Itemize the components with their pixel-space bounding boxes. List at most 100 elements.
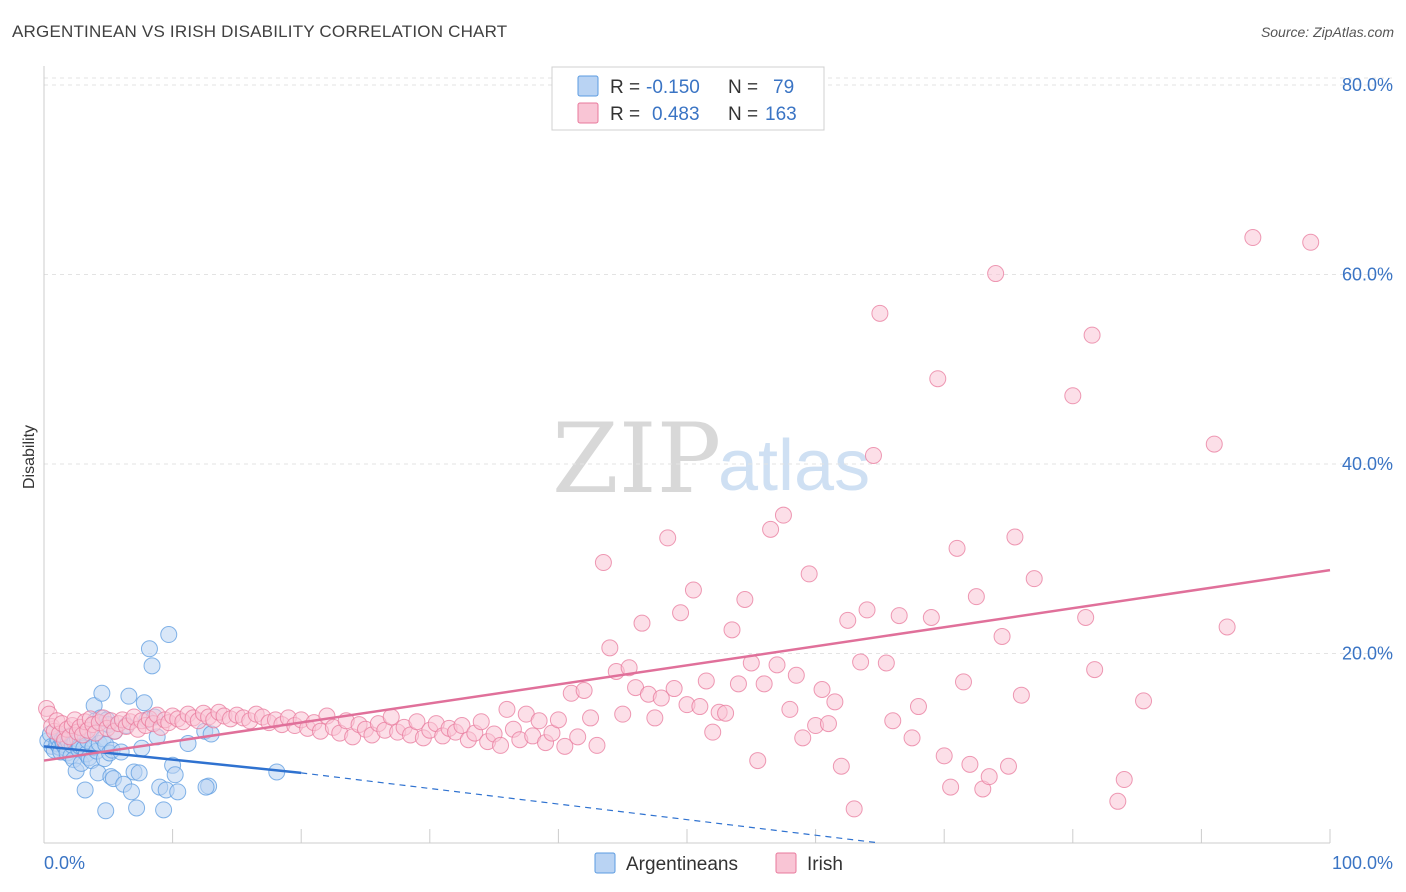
point-irish-183 [1302,233,1320,251]
legend-n-value-2: 163 [765,104,797,125]
point-argentineans-55 [122,783,140,801]
legend-r-label-1: R = [610,77,640,98]
point-irish-145 [832,757,850,775]
point-irish-176 [1086,661,1104,679]
point-irish-174 [1077,608,1095,626]
point-argentineans-26 [76,781,94,799]
point-irish-139 [794,729,812,747]
point-argentineans-63 [143,657,161,675]
legend-n-label-2: N = [728,104,758,125]
point-irish-140 [800,565,818,583]
point-irish-142 [813,681,831,699]
x-tick-labels: 0.0% 100.0% [44,853,1393,873]
point-irish-125 [704,723,722,741]
point-irish-152 [877,654,895,672]
point-argentineans-72 [169,783,187,801]
point-irish-166 [980,768,998,786]
point-argentineans-58 [130,764,148,782]
point-irish-120 [672,604,690,622]
point-argentineans-62 [140,640,158,658]
y-axis-title: Disability [21,425,38,489]
series-legend-swatch-irish [775,852,797,874]
point-irish-172 [1025,570,1043,588]
point-irish-162 [954,673,972,691]
axes [43,66,1331,844]
point-irish-158 [929,370,947,388]
point-argentineans-71 [166,766,184,784]
data-points [38,229,1320,820]
y-tick-labels: 20.0% 40.0% 60.0% 80.0% [1342,75,1393,664]
legend-r-value-1: -0.150 [646,77,700,98]
trend-line-argentineans [43,745,302,775]
point-irish-169 [1000,757,1017,775]
point-irish-124 [697,672,715,690]
y-tick-label-3: 80.0% [1342,75,1393,95]
point-argentineans-51 [112,743,130,761]
point-irish-107 [588,736,606,754]
point-irish-133 [755,675,773,693]
point-irish-86 [453,717,471,735]
point-irish-180 [1205,435,1223,453]
point-argentineans-54 [120,687,138,705]
trend-lines [43,568,1331,844]
point-irish-147 [845,800,863,818]
point-irish-144 [826,693,844,711]
point-irish-151 [871,304,889,322]
point-irish-132 [749,752,767,770]
point-irish-111 [614,705,632,723]
point-argentineans-60 [135,694,153,712]
point-irish-129 [729,675,747,693]
point-irish-159 [935,747,953,765]
point-irish-178 [1115,771,1133,789]
point-irish-156 [909,698,927,716]
series-legend-label-irish: Irish [807,854,843,875]
point-irish-170 [1006,528,1024,546]
point-irish-108 [594,554,612,572]
y-tick-label-2: 60.0% [1342,265,1393,285]
point-irish-154 [890,607,908,625]
point-irish-143 [819,715,837,733]
point-argentineans-50 [97,802,115,820]
point-irish-161 [948,539,966,557]
chart-title: ARGENTINEAN VS IRISH DISABILITY CORRELAT… [12,22,508,41]
point-irish-127 [717,704,735,722]
series-irish [38,229,1320,818]
point-irish-146 [839,611,857,629]
series-legend-label-argentineans: Argentineans [626,854,738,875]
legend-n-label-1: N = [728,77,758,98]
trend-line-irish [43,568,1331,762]
point-irish-179 [1135,692,1153,710]
point-irish-119 [665,680,683,698]
point-irish-122 [684,581,702,599]
source-credit: Source: ZipAtlas.com [1260,24,1394,40]
point-irish-155 [903,729,921,747]
watermark-atlas: atlas [718,426,870,506]
point-irish-163 [961,755,979,773]
point-irish-114 [633,614,651,632]
legend-n-value-1: 79 [773,77,794,98]
point-irish-123 [691,698,709,716]
series-legend: Argentineans Irish [594,852,843,875]
point-irish-112 [620,659,638,677]
point-irish-168 [993,627,1011,645]
point-irish-160 [942,778,960,796]
point-irish-173 [1064,387,1082,405]
point-irish-157 [922,608,940,626]
point-irish-150 [864,446,882,464]
trend-extension-argentineans [301,772,880,844]
point-irish-137 [781,700,799,718]
point-irish-98 [530,712,548,730]
watermark: ZIP atlas [552,403,870,515]
point-irish-79 [408,713,426,731]
legend-r-label-2: R = [610,104,640,125]
point-irish-109 [601,639,619,657]
point-irish-102 [556,737,574,755]
y-tick-label-0: 20.0% [1342,644,1393,664]
point-irish-104 [569,728,587,746]
point-irish-148 [852,653,870,671]
point-irish-138 [787,666,805,684]
point-irish-101 [549,711,567,729]
point-irish-92 [492,736,510,754]
x-tick-label-0: 0.0% [44,853,85,873]
point-irish-118 [659,529,677,547]
